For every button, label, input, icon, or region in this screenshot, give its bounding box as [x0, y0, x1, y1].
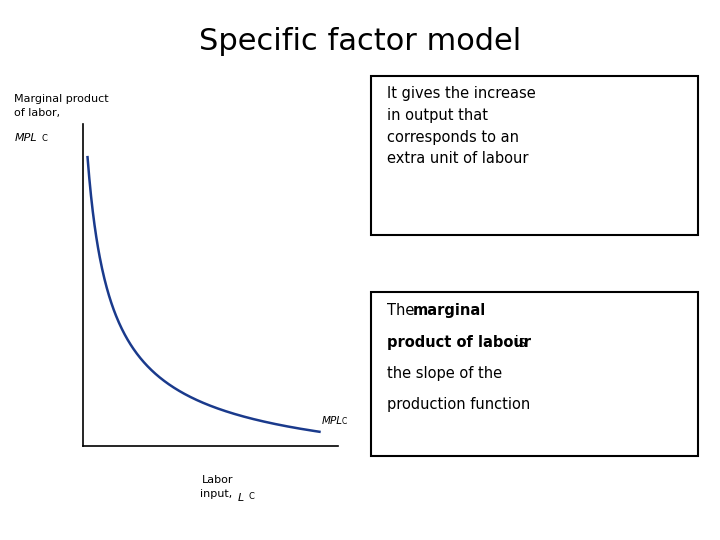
Text: is: is: [510, 335, 527, 350]
Text: C: C: [342, 417, 347, 426]
Text: Labor
input,: Labor input,: [200, 475, 235, 499]
Text: MPL: MPL: [322, 416, 343, 426]
Text: The: The: [387, 303, 418, 319]
Text: Specific factor model: Specific factor model: [199, 27, 521, 56]
Text: marginal: marginal: [413, 303, 486, 319]
Text: C: C: [249, 492, 255, 501]
Text: MPL: MPL: [14, 133, 37, 144]
Text: It gives the increase
in output that
corresponds to an
extra unit of labour: It gives the increase in output that cor…: [387, 86, 536, 166]
Text: product of labour: product of labour: [387, 335, 531, 350]
Text: Marginal product
of labor,: Marginal product of labor,: [14, 94, 109, 118]
Text: C: C: [41, 134, 47, 144]
Text: L: L: [238, 493, 244, 503]
Text: the slope of the: the slope of the: [387, 366, 502, 381]
Text: production function: production function: [387, 397, 530, 413]
